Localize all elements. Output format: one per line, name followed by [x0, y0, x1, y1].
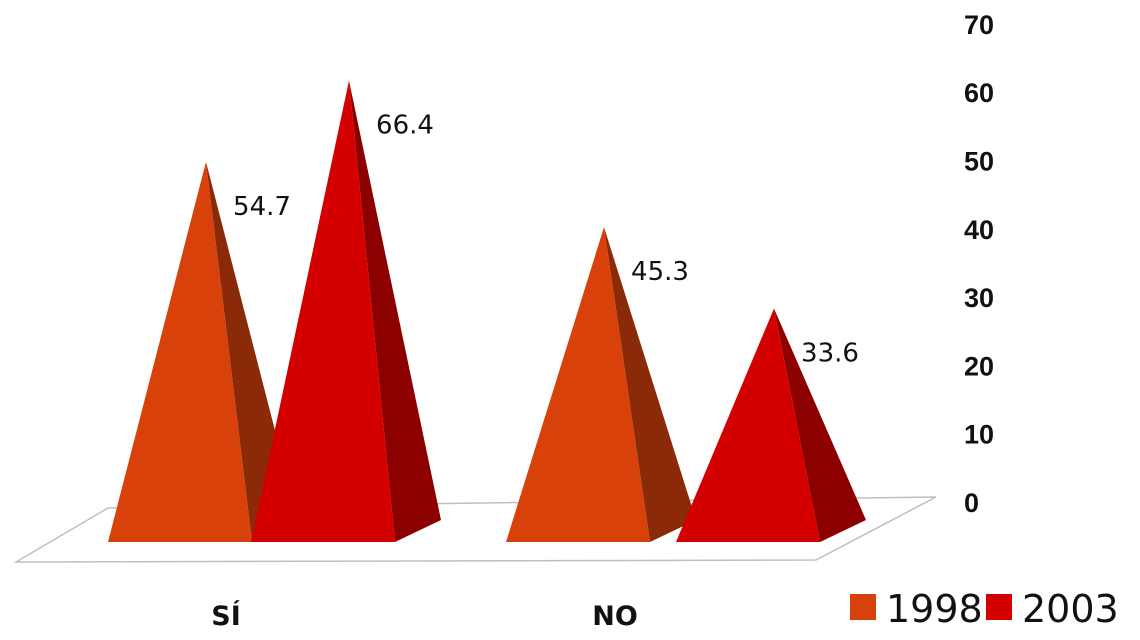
pyramid-side-face: [774, 308, 866, 542]
y-tick-label: 30: [964, 283, 994, 313]
legend-item-1998: 1998: [850, 587, 983, 631]
pyramid-2003-no: [676, 308, 866, 542]
y-tick-label: 20: [964, 351, 994, 381]
y-tick-label: 10: [964, 420, 994, 450]
data-label-2003-si: 66.4: [376, 111, 434, 141]
legend-label: 2003: [1022, 587, 1119, 631]
y-tick-label: 40: [964, 215, 994, 245]
y-tick-label: 70: [964, 10, 994, 40]
pyramid-front-face: [506, 227, 650, 543]
y-tick-label: 60: [964, 78, 994, 108]
pyramid-side-face: [349, 80, 441, 543]
legend-item-2003: 2003: [986, 587, 1119, 631]
pyramid-front-face: [108, 161, 252, 542]
data-label-2003-no: 33.6: [801, 338, 859, 368]
pyramid-front-face: [676, 308, 820, 542]
data-label-1998-si: 54.7: [233, 192, 291, 222]
category-label-no: NO: [592, 601, 638, 632]
data-label-1998-no: 45.3: [631, 257, 689, 287]
pyramid-1998-no: [506, 227, 696, 543]
legend-swatch: [850, 594, 876, 620]
pyramid-front-face: [251, 80, 395, 543]
category-label-si: SÍ: [211, 600, 241, 632]
pyramid-side-face: [604, 227, 696, 543]
legend-swatch: [986, 594, 1012, 620]
legend-label: 1998: [886, 587, 983, 631]
y-tick-label: 50: [964, 147, 994, 177]
y-tick-label: 0: [964, 488, 979, 518]
pyramid-2003-si: [251, 80, 441, 543]
